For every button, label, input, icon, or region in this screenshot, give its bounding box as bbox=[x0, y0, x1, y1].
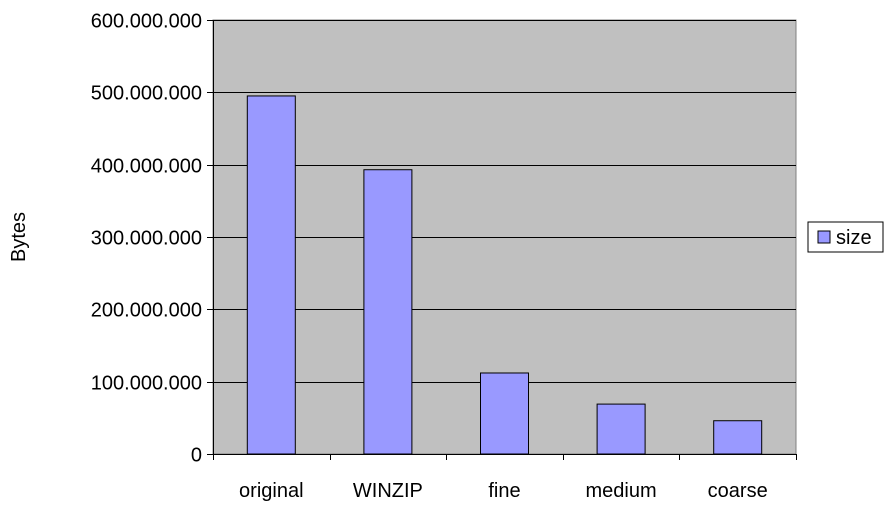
axes bbox=[207, 20, 797, 460]
x-tick-label-medium: medium bbox=[586, 480, 657, 502]
bars bbox=[246, 95, 763, 455]
y-tick-label: 100.000.000 bbox=[91, 373, 202, 395]
x-tick-label-coarse: coarse bbox=[708, 480, 768, 502]
x-tick-labels: original WINZIP fine medium coarse bbox=[239, 480, 768, 502]
bar-coarse bbox=[713, 420, 763, 455]
y-tick-label: 0 bbox=[191, 445, 202, 467]
bar-fine bbox=[480, 372, 529, 455]
bar-original bbox=[246, 95, 296, 455]
legend-swatch bbox=[817, 230, 831, 244]
legend-label-size: size bbox=[836, 227, 872, 249]
y-tick-label: 600.000.000 bbox=[91, 11, 202, 33]
x-tick-label-winzip: WINZIP bbox=[353, 480, 423, 502]
y-tick-labels: 0 100.000.000 200.000.000 300.000.000 400.00… bbox=[91, 11, 202, 467]
bar-winzip bbox=[363, 169, 413, 455]
gridlines bbox=[213, 20, 796, 383]
legend: size bbox=[807, 221, 884, 253]
y-tick-label: 400.000.000 bbox=[91, 156, 202, 178]
x-tick-label-original: original bbox=[239, 480, 303, 502]
y-axis-title: Bytes bbox=[8, 212, 30, 262]
x-tick-label-fine: fine bbox=[488, 480, 520, 502]
y-tick-label: 200.000.000 bbox=[91, 300, 202, 322]
y-tick-label: 300.000.000 bbox=[91, 228, 202, 250]
y-tick-label: 500.000.000 bbox=[91, 83, 202, 105]
bar-medium bbox=[596, 403, 646, 455]
